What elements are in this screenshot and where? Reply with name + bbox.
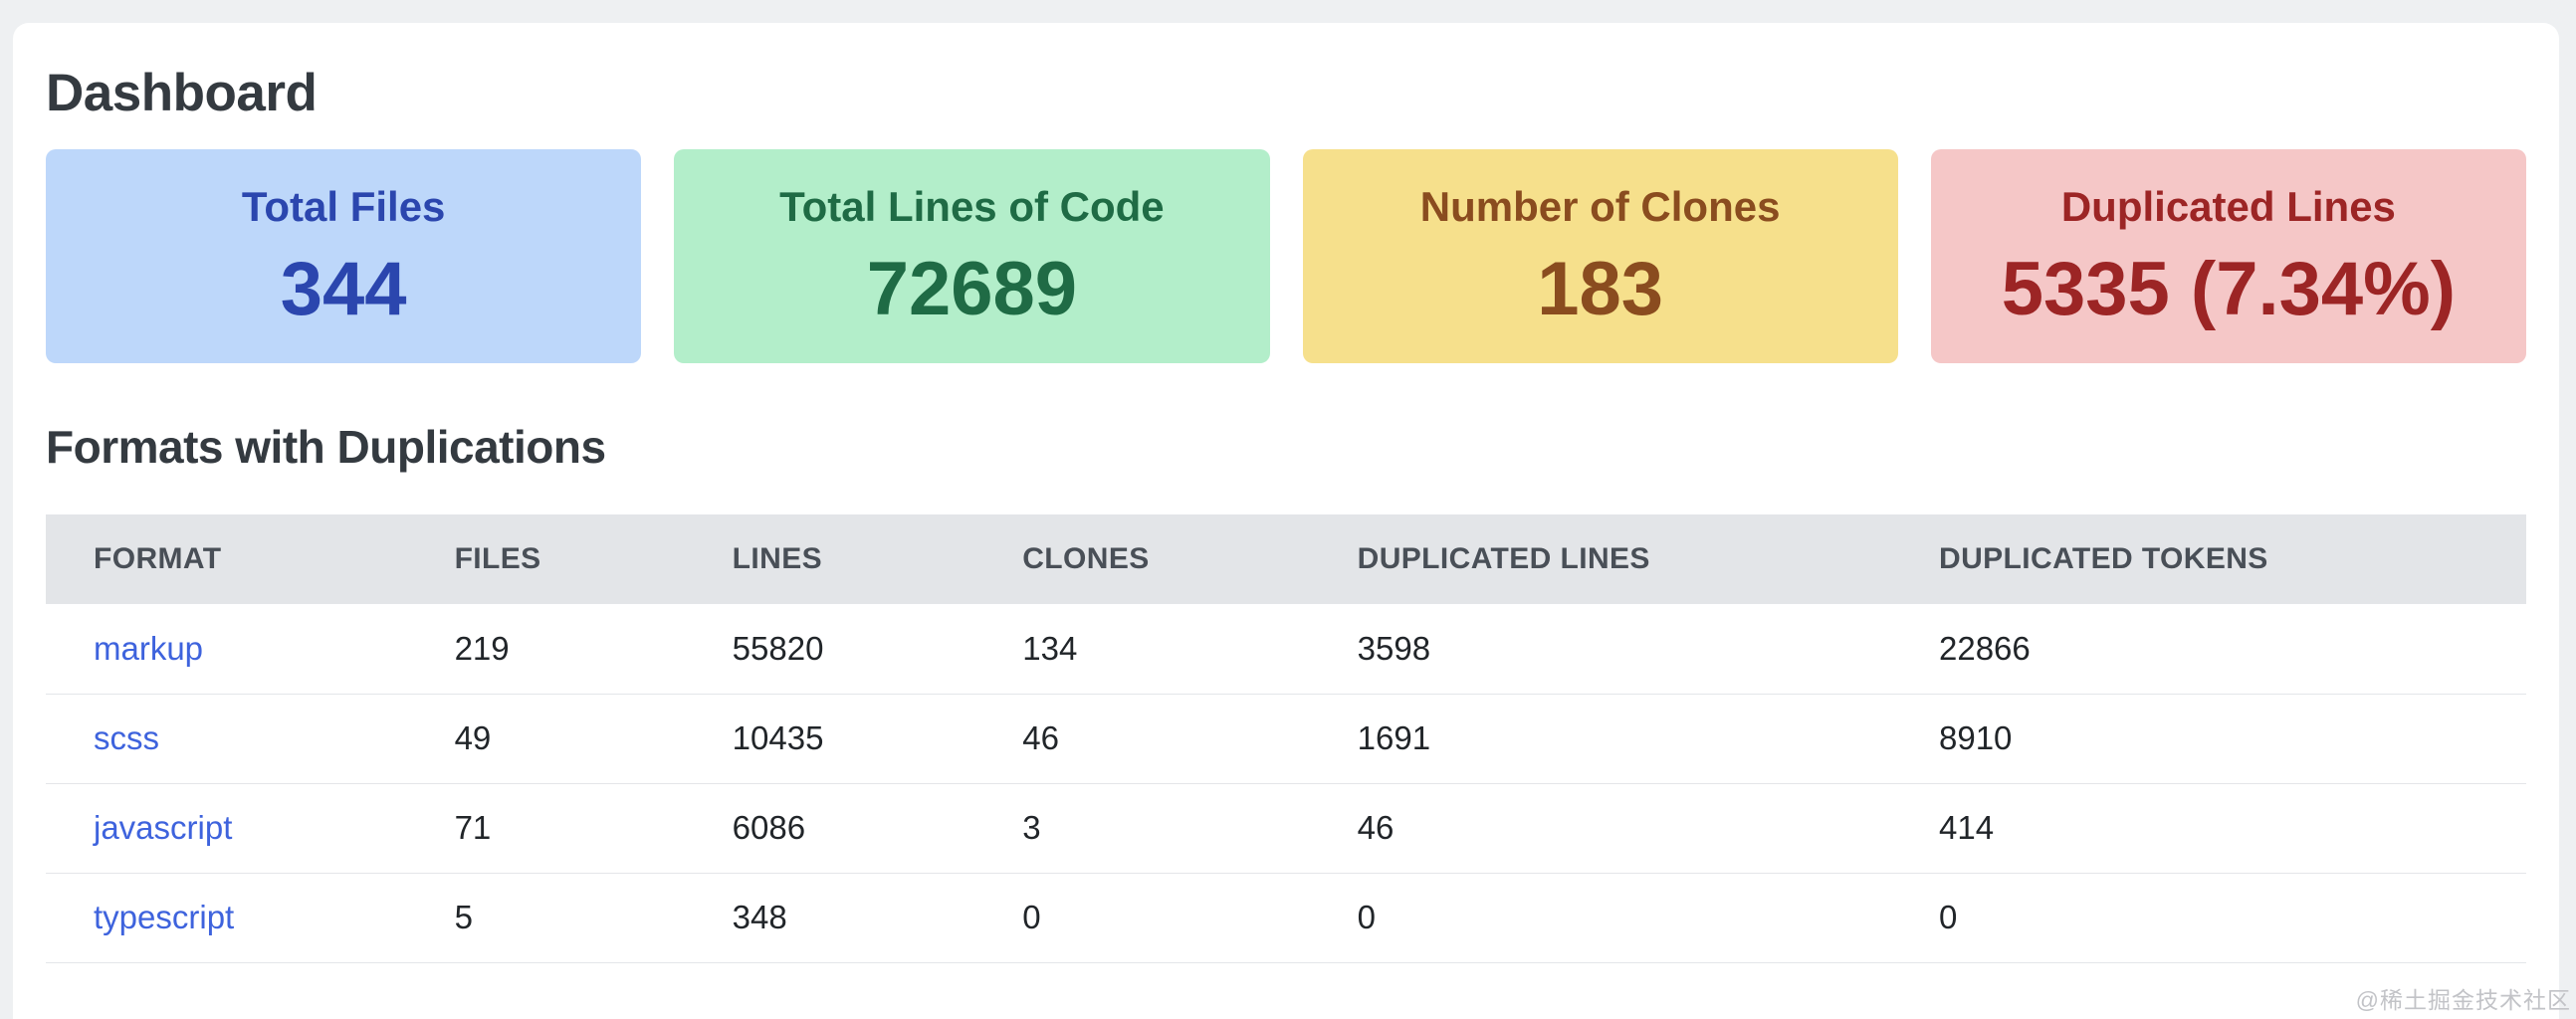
report-panel: Dashboard Total Files 344 Total Lines of… [13,23,2559,1019]
col-header-files: FILES [406,514,685,604]
cell-lines: 348 [684,873,975,963]
cell-format: scss [46,694,407,784]
formats-table: FORMAT FILES LINES CLONES DUPLICATED LIN… [46,514,2526,963]
table-header-row: FORMAT FILES LINES CLONES DUPLICATED LIN… [46,514,2526,604]
cell-files: 5 [406,873,685,963]
cell-lines: 6086 [684,783,975,874]
stat-card-number-of-clones: Number of Clones 183 [1302,149,1898,363]
stat-card-total-files: Total Files 344 [46,149,642,363]
stat-card-value: 344 [280,246,407,331]
cell-duplicated-tokens: 0 [1891,873,2526,963]
cell-format: markup [46,604,407,695]
cell-clones: 46 [974,694,1310,784]
cell-files: 219 [406,604,685,695]
cell-duplicated-lines: 1691 [1309,694,1891,784]
watermark: @稀土掘金技术社区 [2355,987,2571,1013]
format-link-markup[interactable]: markup [94,629,204,667]
col-header-format: FORMAT [46,514,407,604]
formats-table-body: markup 219 55820 134 3598 22866 scss 49 … [46,604,2526,963]
table-row: javascript 71 6086 3 46 414 [46,783,2526,874]
stat-card-label: Total Lines of Code [779,182,1165,230]
page-title: Dashboard [46,64,318,122]
stat-card-label: Number of Clones [1419,182,1781,230]
col-header-duplicated-lines: DUPLICATED LINES [1309,514,1891,604]
stat-card-value: 72689 [866,246,1078,331]
stat-cards-row: Total Files 344 Total Lines of Code 7268… [46,149,2526,363]
cell-files: 49 [406,694,685,784]
cell-clones: 0 [974,873,1310,963]
stat-card-value: 183 [1537,246,1664,331]
cell-lines: 10435 [684,694,975,784]
cell-duplicated-tokens: 22866 [1891,604,2526,695]
cell-format: typescript [46,873,407,963]
cell-files: 71 [406,783,685,874]
format-link-scss[interactable]: scss [94,719,159,756]
cell-duplicated-tokens: 414 [1891,783,2526,874]
cell-clones: 3 [974,783,1310,874]
format-link-javascript[interactable]: javascript [94,809,233,846]
table-row: typescript 5 348 0 0 0 [46,873,2526,963]
table-row: scss 49 10435 46 1691 8910 [46,694,2526,784]
table-row: markup 219 55820 134 3598 22866 [46,604,2526,695]
format-link-typescript[interactable]: typescript [94,899,235,935]
stat-card-value: 5335 (7.34%) [2001,246,2457,331]
stat-card-label: Total Files [241,182,446,230]
cell-format: javascript [46,783,407,874]
cell-duplicated-lines: 46 [1309,783,1891,874]
cell-lines: 55820 [684,604,975,695]
cell-duplicated-lines: 0 [1309,873,1891,963]
section-title: Formats with Duplications [46,421,606,473]
col-header-clones: CLONES [974,514,1310,604]
stat-card-duplicated-lines: Duplicated Lines 5335 (7.34%) [1930,149,2526,363]
cell-duplicated-tokens: 8910 [1891,694,2526,784]
stat-card-total-lines: Total Lines of Code 72689 [674,149,1270,363]
cell-duplicated-lines: 3598 [1309,604,1891,695]
col-header-duplicated-tokens: DUPLICATED TOKENS [1891,514,2526,604]
cell-clones: 134 [974,604,1310,695]
stat-card-label: Duplicated Lines [2060,182,2396,230]
col-header-lines: LINES [684,514,975,604]
